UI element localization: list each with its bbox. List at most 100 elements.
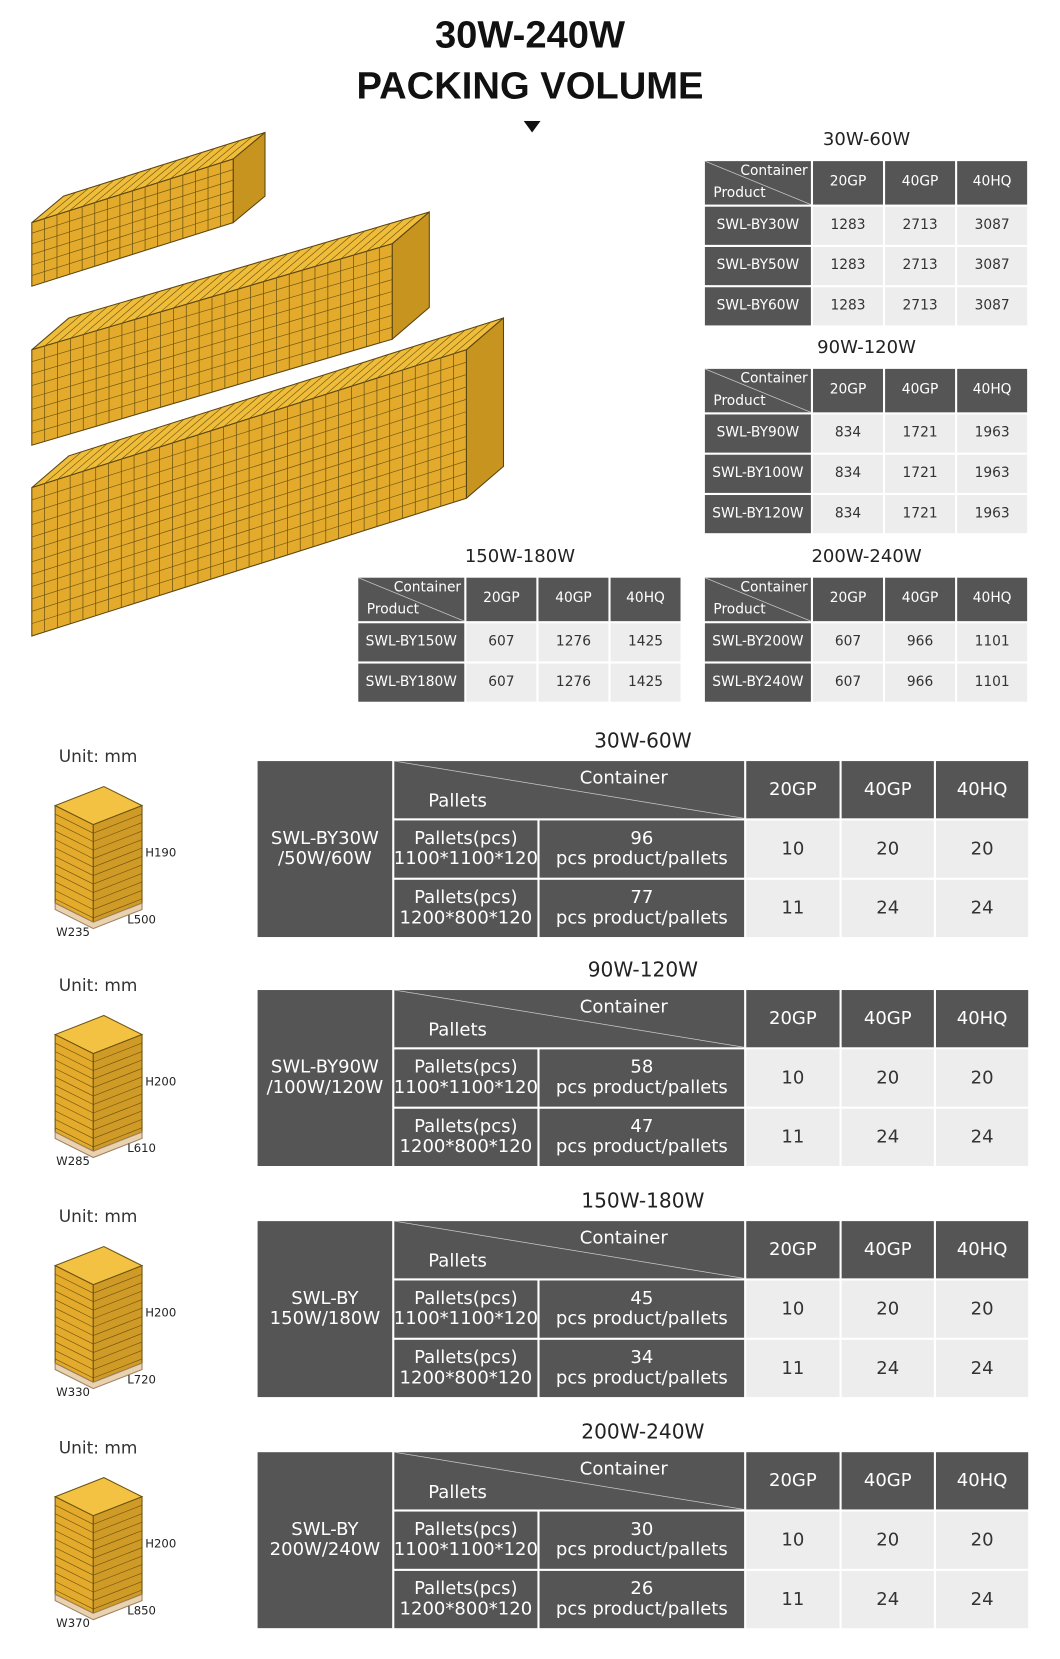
shape — [44, 191, 77, 219]
shape — [93, 1581, 143, 1601]
dim-length: L610 — [127, 1141, 156, 1156]
cell-value: 966 — [885, 623, 956, 662]
cell-value: 1963 — [957, 414, 1028, 453]
shape — [54, 813, 94, 834]
cell-product: SWL-BY30W — [704, 206, 811, 245]
header-product: Product — [713, 393, 766, 410]
shape — [54, 1127, 94, 1148]
shape — [93, 1076, 143, 1097]
model: SWL-BY90W /100W/120W — [257, 990, 393, 1166]
shape — [287, 374, 325, 407]
shape — [93, 1504, 143, 1525]
shape — [93, 1513, 143, 1534]
shape — [31, 460, 467, 600]
shape — [146, 419, 185, 452]
shape — [31, 255, 393, 363]
shape — [93, 1085, 143, 1105]
shape — [44, 451, 82, 484]
shape — [31, 201, 234, 266]
header-pallets: Pallets — [428, 1481, 487, 1504]
shape — [186, 272, 224, 305]
cell-value: 1425 — [610, 663, 681, 702]
shape — [54, 1042, 94, 1063]
shape — [376, 346, 415, 379]
cell-value: 3087 — [957, 246, 1028, 286]
header-product: Product — [366, 602, 420, 618]
shape — [427, 329, 466, 363]
shape — [54, 1589, 94, 1610]
cell-value: 1101 — [957, 623, 1028, 662]
shape — [54, 839, 94, 859]
shape — [119, 168, 152, 196]
header-col: 40HQ — [935, 990, 1029, 1048]
header-col: 40GP — [841, 1452, 934, 1510]
shape — [121, 291, 160, 324]
shape — [95, 435, 134, 468]
shape — [276, 245, 314, 279]
shape — [31, 386, 467, 526]
shape — [31, 398, 467, 538]
shape — [54, 1324, 94, 1345]
container-table: Container Product 20GP 40GP 40HQ SWL-BY150W 60… — [358, 577, 681, 702]
unit-label: Unit: mm — [58, 975, 138, 996]
cell-value: 24 — [935, 879, 1029, 938]
shape — [93, 1102, 143, 1122]
pallet-table: SWL-BY 150W/180W Container Pallets 20GP 40GP… — [257, 1221, 1029, 1398]
header-col: 40HQ — [957, 161, 1028, 205]
shape — [31, 361, 467, 501]
header-diagonal: Container Product — [704, 577, 811, 622]
shape — [327, 230, 366, 263]
header-diagonal: Container Pallets — [394, 990, 745, 1048]
cell-value: 11 — [746, 879, 840, 938]
shape — [81, 179, 115, 207]
shape — [325, 362, 364, 395]
shape — [54, 1513, 94, 1534]
cell-value: 1963 — [957, 495, 1028, 534]
shape — [366, 219, 404, 252]
shape — [207, 140, 241, 168]
shape — [54, 1341, 94, 1362]
shape — [301, 238, 340, 271]
cell-value: 20 — [935, 1511, 1029, 1569]
container-illustration — [31, 131, 505, 637]
table-title: 90W-120W — [817, 337, 916, 359]
shape — [93, 1059, 143, 1080]
cell-value: 1283 — [813, 287, 883, 326]
section-title: 90W-120W — [587, 958, 699, 982]
pcs-per-pallet: 47 pcs product/pallets — [539, 1108, 745, 1166]
shape — [182, 148, 215, 176]
shape — [465, 316, 505, 500]
section-title: 150W-180W — [581, 1189, 705, 1213]
shape — [93, 1358, 143, 1379]
shape — [54, 1593, 143, 1621]
header-container: Container — [579, 767, 668, 789]
shape — [340, 226, 379, 260]
dim-length: L500 — [127, 912, 156, 927]
shape — [237, 257, 276, 290]
shape — [31, 436, 467, 575]
shape — [54, 1521, 94, 1542]
unit-label: Unit: mm — [58, 1206, 138, 1227]
pallet-table: SWL-BY 200W/240W Container Pallets 20GP 40GP… — [257, 1452, 1029, 1629]
shape — [93, 1350, 143, 1370]
cell-value: 20 — [841, 1049, 934, 1107]
cell-value: 1283 — [813, 246, 883, 286]
header-col: 20GP — [813, 161, 883, 205]
section-title: 200W-240W — [581, 1420, 705, 1444]
shape — [70, 306, 108, 339]
shape — [31, 473, 467, 612]
shape — [54, 1564, 94, 1584]
pallet-size: Pallets(pcs) 1200*800*120 — [394, 1339, 538, 1398]
shape — [69, 183, 102, 211]
shape — [31, 291, 393, 398]
shape — [83, 302, 121, 335]
shape — [54, 1093, 94, 1114]
shape — [121, 427, 159, 460]
shape — [93, 890, 143, 910]
cell-value: 1721 — [885, 414, 956, 453]
cell-value: 1721 — [885, 495, 956, 534]
shape — [107, 172, 140, 199]
header-container: Container — [740, 163, 808, 180]
shape — [54, 902, 143, 930]
cell-value: 1425 — [610, 623, 681, 662]
